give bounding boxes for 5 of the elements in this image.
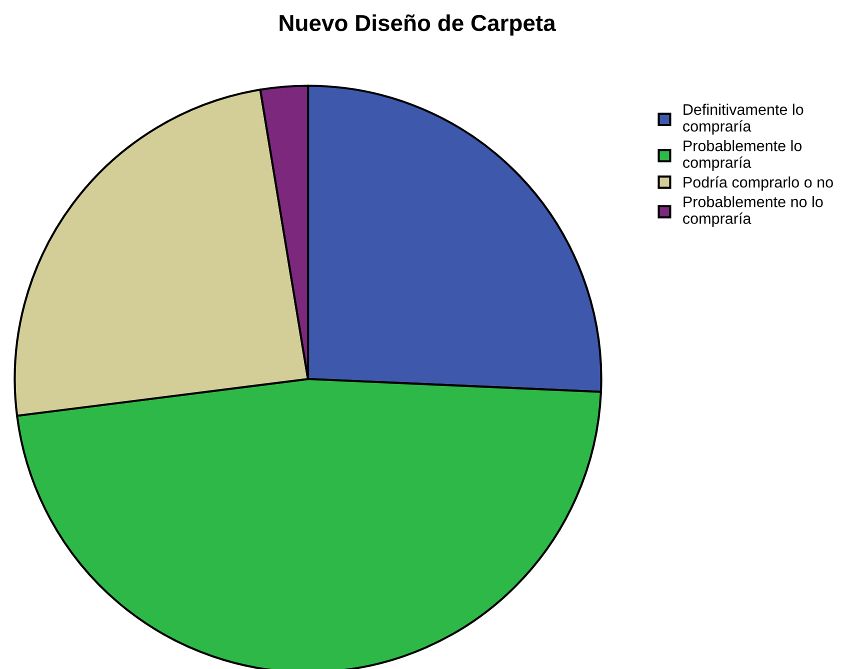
chart-title: Nuevo Diseño de Carpeta	[280, 14, 556, 36]
legend-label: Probablemente lo compraría	[683, 140, 802, 171]
legend-label: Probablemente no lo compraría	[683, 196, 823, 227]
legend-label: Podría comprarlo o no	[684, 176, 833, 191]
legend-label: Definitivamente lo compraría	[683, 104, 804, 135]
